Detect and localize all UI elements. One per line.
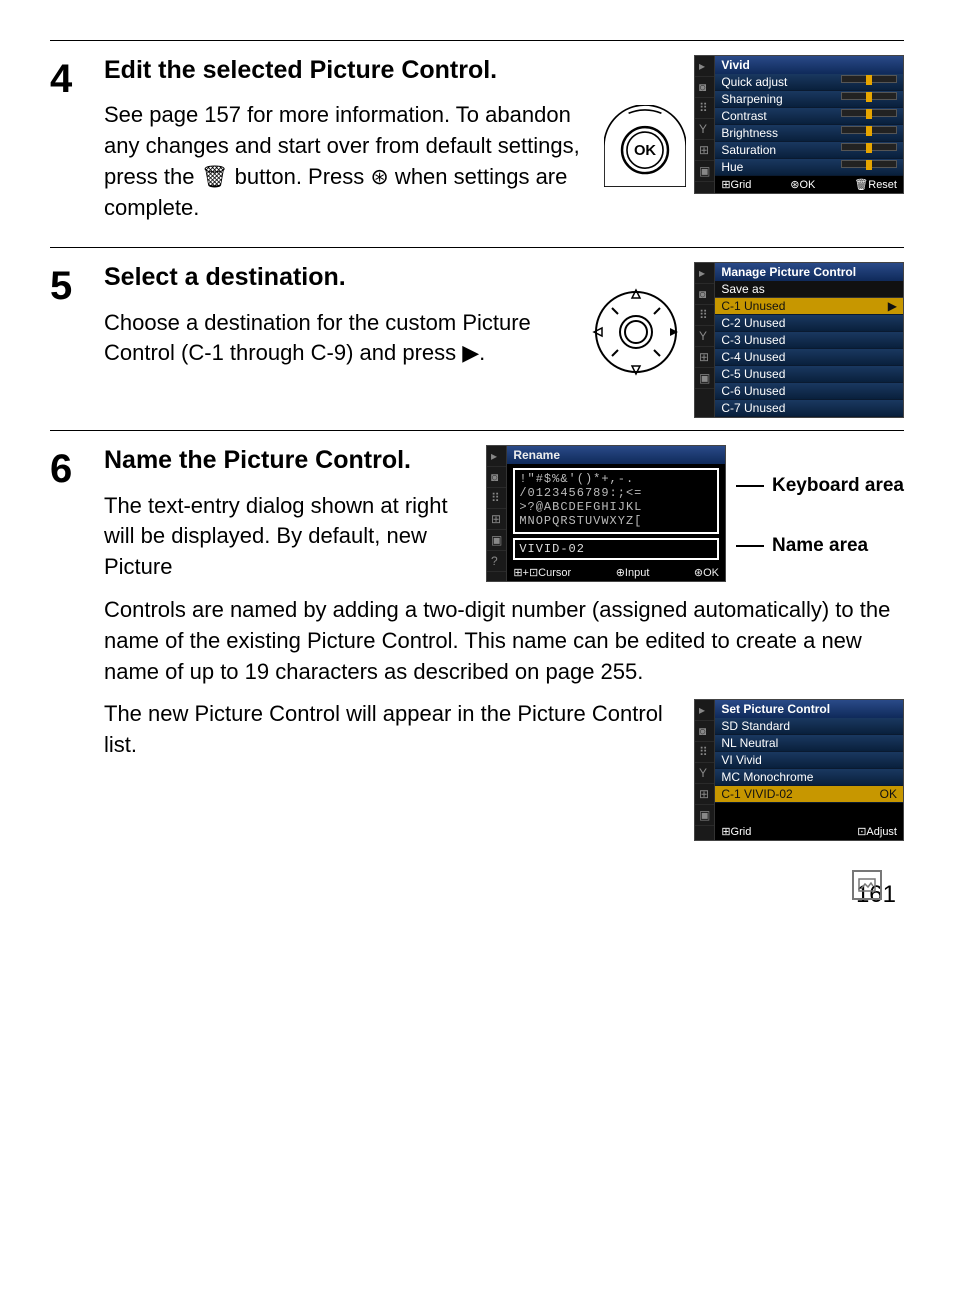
lcd-side-icons: ▸◙⠿Y⊞▣: [695, 263, 715, 417]
lcd-title: Set Picture Control: [715, 700, 903, 718]
lcd-side-icons: ▸◙⠿Y⊞▣: [695, 700, 715, 840]
lcd-subtitle: Save as: [715, 281, 903, 298]
keyboard-area-label: Keyboard area: [736, 475, 904, 497]
name-area-label: Name area: [736, 535, 904, 557]
page-number: 161: [50, 881, 904, 909]
lcd-row: C-5 Unused: [715, 366, 903, 383]
step-4: 4 Edit the selected Picture Control. See…: [50, 55, 904, 235]
step-5: 5 Select a destination. Choose a destina…: [50, 262, 904, 418]
lcd-row: SD Standard: [715, 718, 903, 735]
step-number: 6: [50, 445, 104, 489]
step-6-text2: Controls are named by adding a two-digit…: [104, 595, 904, 687]
retouch-menu-icon: [852, 870, 882, 900]
lcd-side-icons: ▸◙⠿⊞▣?: [487, 446, 507, 580]
step-5-title: Select a destination.: [104, 262, 568, 293]
step-6-text1: The text-entry dialog shown at right wil…: [104, 491, 468, 583]
lcd-title: Rename: [507, 446, 725, 464]
lcd-row-selected: C-1 VIVID-02OK: [715, 786, 903, 803]
lcd-row: C-3 Unused: [715, 332, 903, 349]
step-divider: [50, 247, 904, 248]
lcd-footer: ⊞Grid ⊡Adjust: [715, 823, 903, 840]
lcd-row-selected: C-1 Unused▶: [715, 298, 903, 315]
lcd-footer: ⊞Grid ⊛OK 🗑Reset: [715, 176, 903, 193]
lcd-row: Brightness: [715, 125, 903, 142]
step-6-title: Name the Picture Control.: [104, 445, 468, 476]
lcd-side-icons: ▸◙⠿Y⊞▣: [695, 56, 715, 193]
lcd-row: Quick adjust: [715, 74, 903, 91]
name-area: VIVID-02: [513, 538, 719, 560]
step-4-text: See page 157 for more information. To ab…: [104, 100, 586, 223]
lcd-row: Hue: [715, 159, 903, 176]
lcd-manage: ▸◙⠿Y⊞▣ Manage Picture Control Save as C-…: [694, 262, 904, 418]
lcd-row: Contrast: [715, 108, 903, 125]
dpad-icon: [586, 282, 686, 382]
lcd-row: C-6 Unused: [715, 383, 903, 400]
step-4-title: Edit the selected Picture Control.: [104, 55, 586, 86]
lcd-set-picture-control: ▸◙⠿Y⊞▣ Set Picture Control SD Standard N…: [694, 699, 904, 841]
lcd-row: C-4 Unused: [715, 349, 903, 366]
lcd-footer: ⊞+⊡Cursor ⊕Input ⊛OK: [507, 564, 725, 581]
lcd-row: C-7 Unused: [715, 400, 903, 417]
lcd-rename: ▸◙⠿⊞▣? Rename !"#$%&'()*+,-. /0123456789…: [486, 445, 726, 581]
step-6-text3: The new Picture Control will appear in t…: [104, 699, 676, 761]
ok-button-icon: OK: [604, 105, 686, 187]
lcd-row: NL Neutral: [715, 735, 903, 752]
lcd-row: MC Monochrome: [715, 769, 903, 786]
lcd-row: C-2 Unused: [715, 315, 903, 332]
lcd-title: Vivid: [715, 56, 903, 74]
step-divider: [50, 430, 904, 431]
lcd-row: Sharpening: [715, 91, 903, 108]
lcd-row: VI Vivid: [715, 752, 903, 769]
keyboard-area: !"#$%&'()*+,-. /0123456789:;<= >?@ABCDEF…: [513, 468, 719, 533]
step-5-text: Choose a destination for the custom Pict…: [104, 308, 568, 370]
lcd-vivid: ▸◙⠿Y⊞▣ Vivid Quick adjust Sharpening Con…: [694, 55, 904, 194]
lcd-row: Saturation: [715, 142, 903, 159]
step-6: 6 Name the Picture Control. The text-ent…: [50, 445, 904, 841]
step-number: 5: [50, 262, 104, 306]
svg-text:OK: OK: [634, 143, 656, 159]
lcd-title: Manage Picture Control: [715, 263, 903, 281]
page-top-rule: [50, 40, 904, 41]
step-number: 4: [50, 55, 104, 99]
